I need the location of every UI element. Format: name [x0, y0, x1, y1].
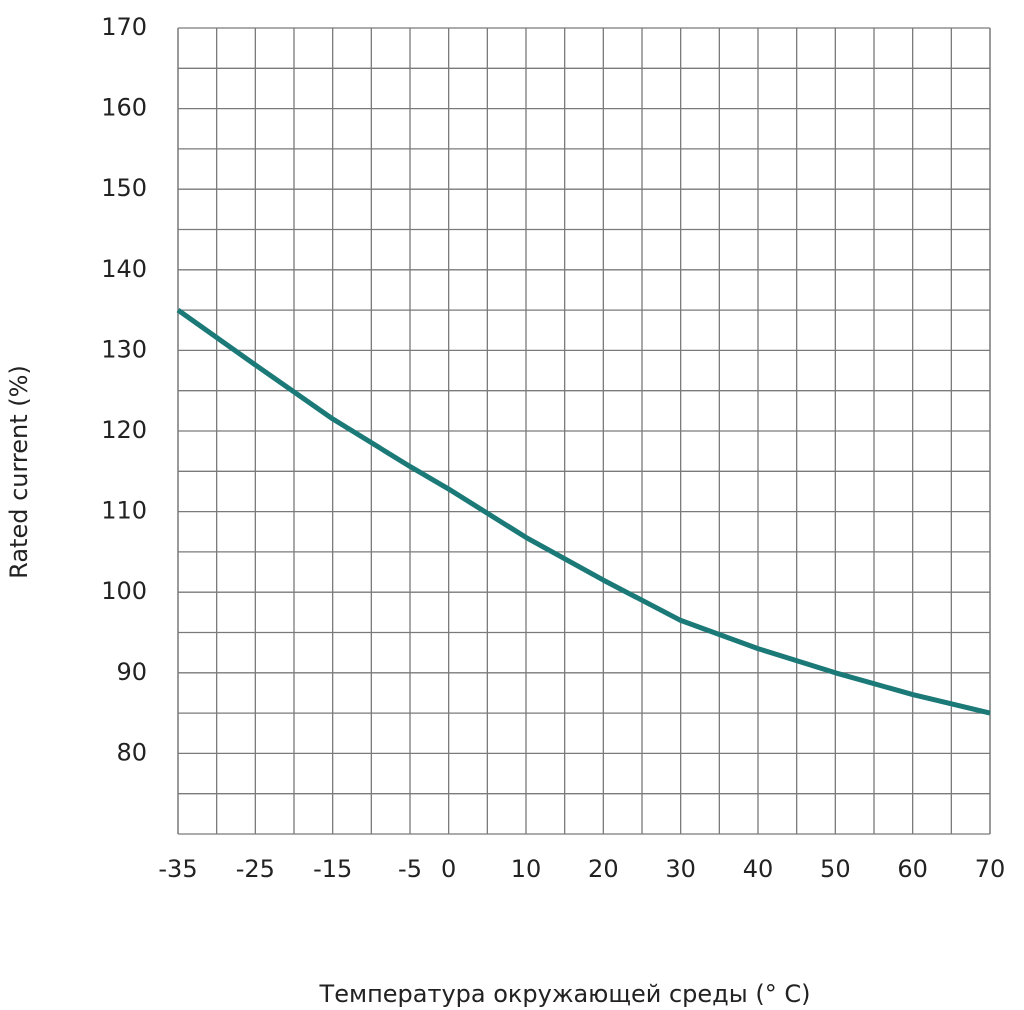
y-tick-label: 140 [101, 255, 147, 283]
x-tick-label: -25 [236, 855, 275, 883]
x-tick-label: -5 [398, 855, 422, 883]
x-tick-label: 20 [588, 855, 619, 883]
y-tick-label: 130 [101, 335, 147, 363]
y-axis-label: Rated current (%) [5, 365, 33, 579]
y-tick-label: 110 [101, 497, 147, 525]
y-tick-label: 90 [116, 658, 147, 686]
x-tick-label: -15 [313, 855, 352, 883]
x-tick-label: 0 [441, 855, 456, 883]
y-tick-label: 80 [116, 738, 147, 766]
y-tick-label: 170 [101, 13, 147, 41]
x-tick-label: 70 [975, 855, 1006, 883]
x-tick-label: 60 [897, 855, 928, 883]
x-axis-label: Температура окружающей среды (° C) [319, 980, 811, 1008]
x-tick-label: 50 [820, 855, 851, 883]
x-tick-label: 40 [743, 855, 774, 883]
x-tick-label: -35 [158, 855, 197, 883]
y-tick-label: 100 [101, 577, 147, 605]
x-tick-label: 10 [511, 855, 542, 883]
y-tick-label: 120 [101, 416, 147, 444]
y-tick-label: 160 [101, 94, 147, 122]
y-tick-label: 150 [101, 174, 147, 202]
data-line [176, 308, 991, 716]
x-tick-label: 30 [665, 855, 696, 883]
